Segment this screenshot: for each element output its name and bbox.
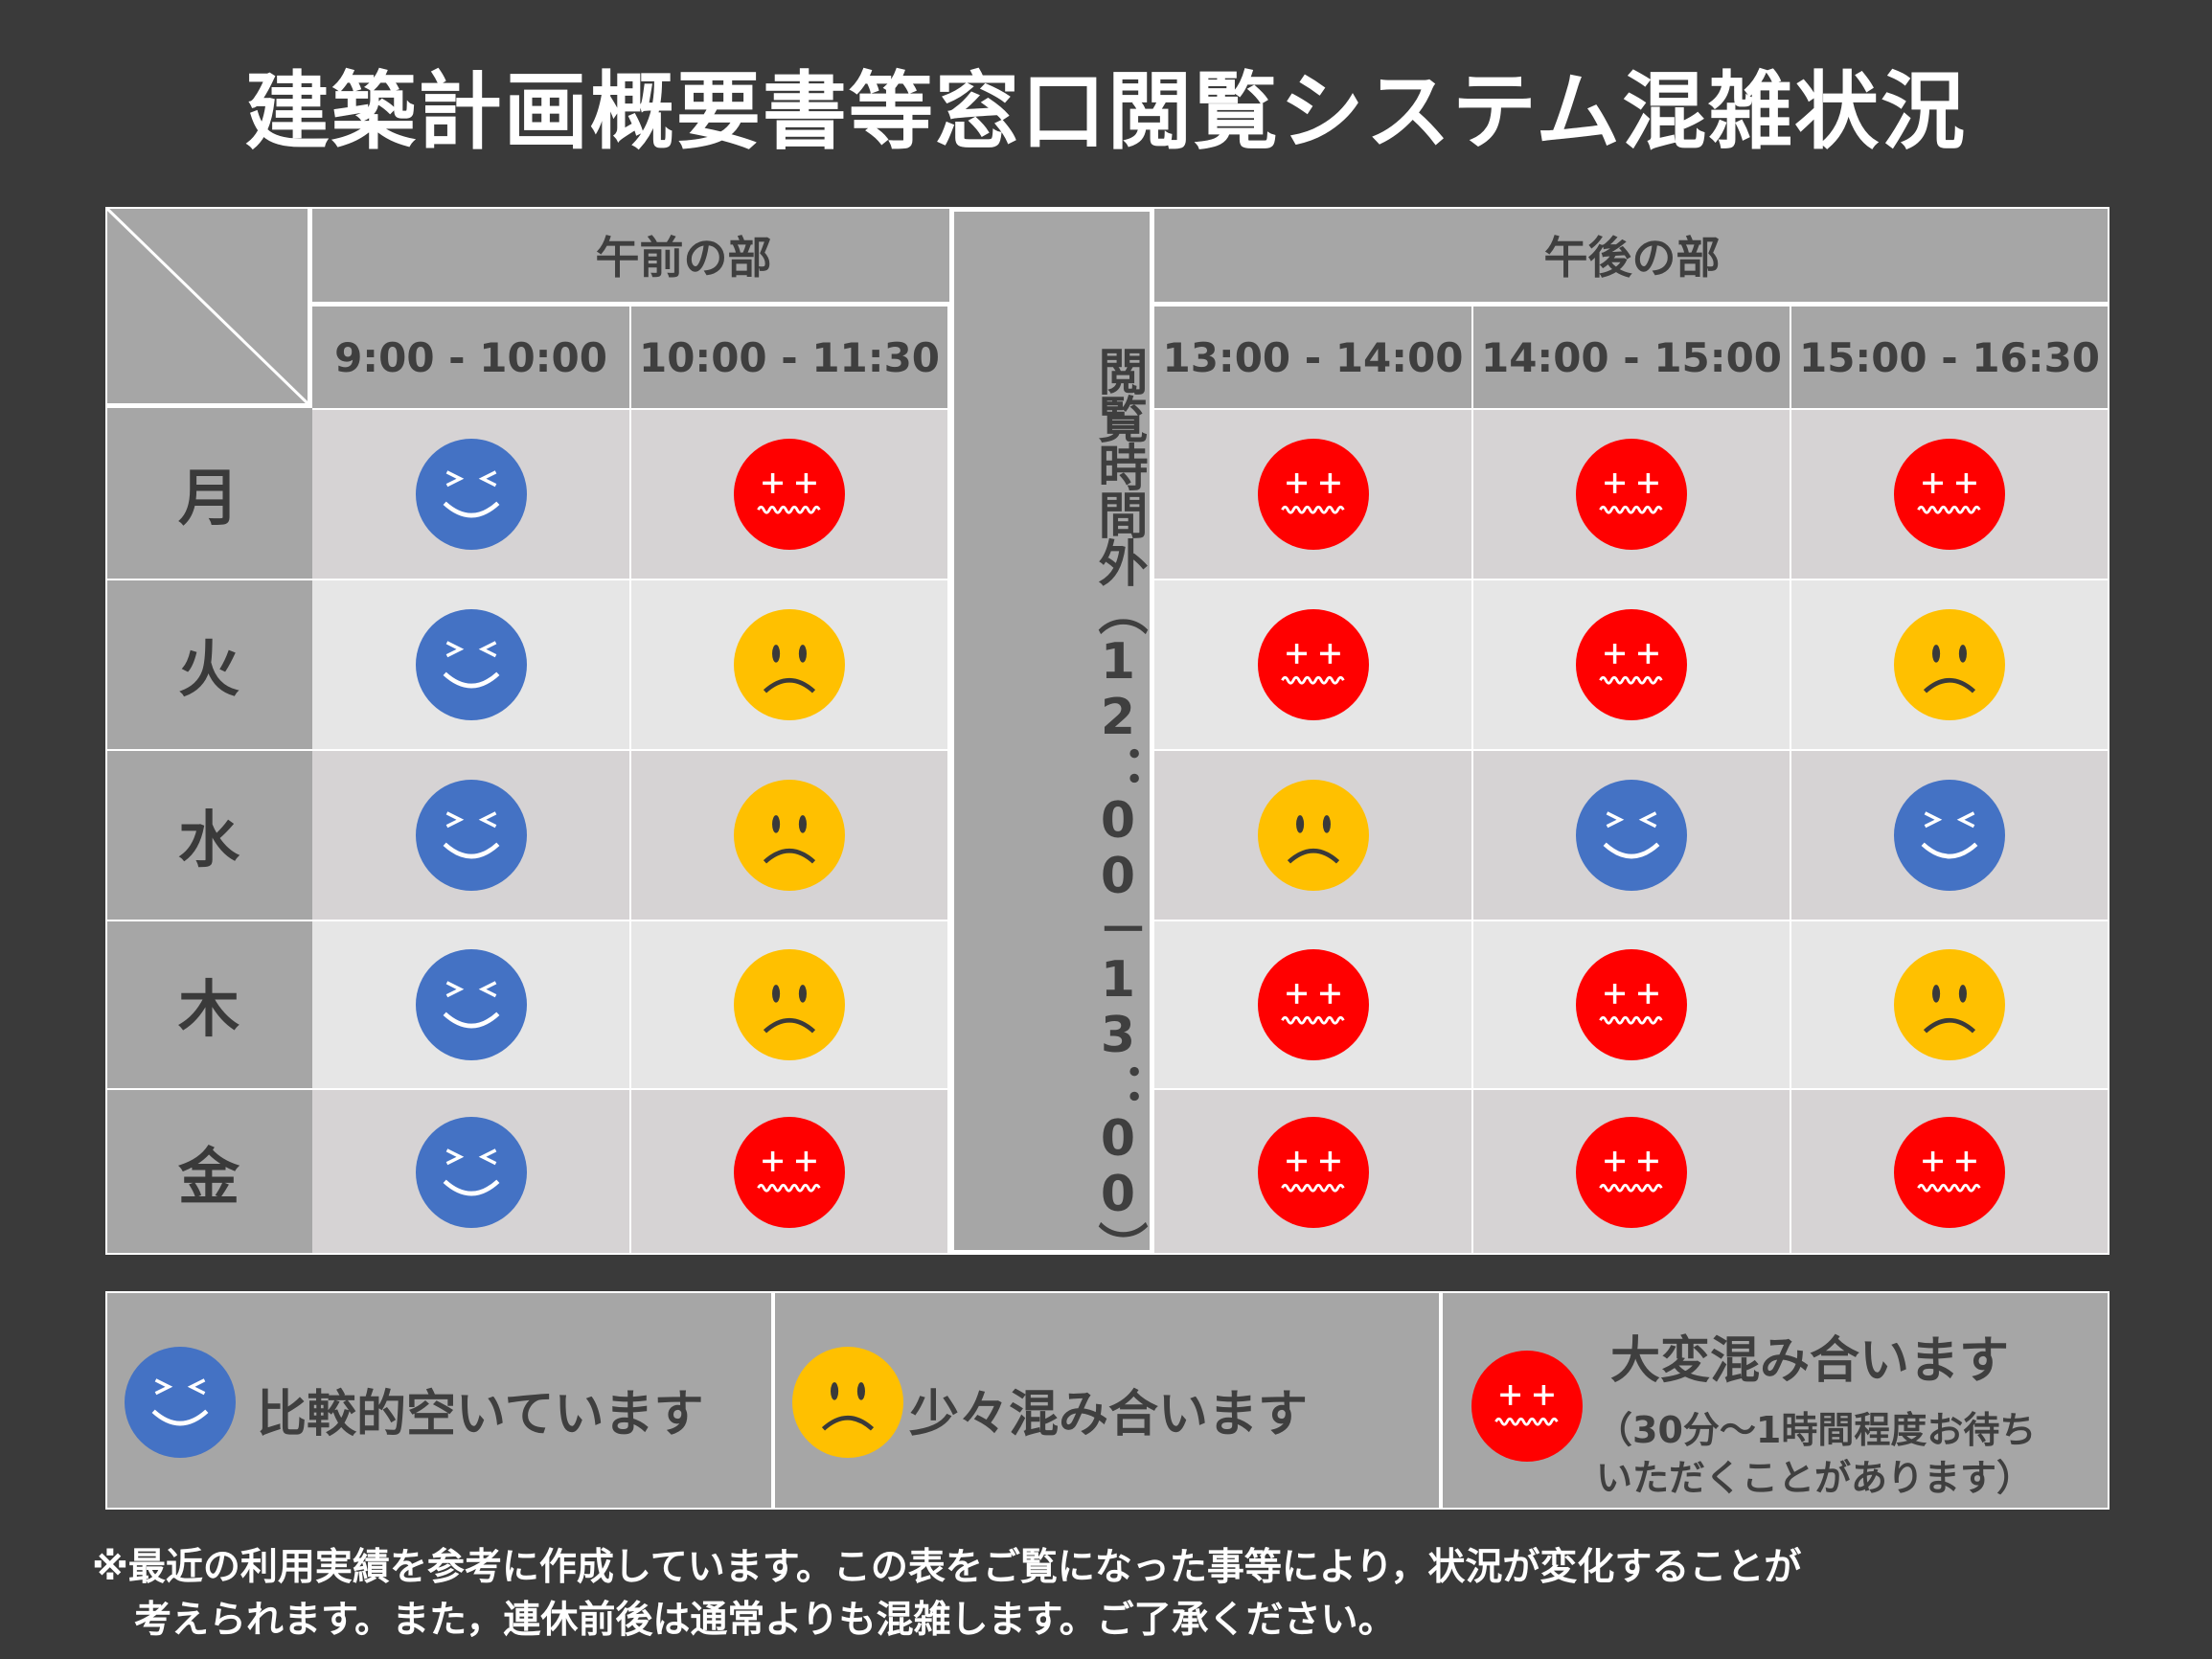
sad-face-icon — [1257, 780, 1369, 891]
angry-face-icon — [1257, 609, 1369, 720]
status-cell — [1154, 579, 1473, 749]
status-cell — [631, 1088, 949, 1255]
angry-face-icon — [1257, 439, 1369, 550]
status-cell — [1791, 1088, 2109, 1255]
sad-face-icon — [1894, 609, 2005, 720]
happy-face-icon — [415, 949, 527, 1060]
status-cell — [1473, 408, 1791, 579]
sad-face-icon — [1894, 949, 2005, 1060]
afternoon-session-label: 午後の部 — [1543, 231, 1721, 284]
happy-face-icon — [415, 439, 527, 550]
happy-face-icon — [1576, 780, 1687, 891]
legend-note-high-2: いただくことがあります） — [1596, 1457, 2034, 1499]
time-slot-header: 9:00 - 10:00 — [312, 307, 631, 408]
angry-face-icon — [1894, 1117, 2005, 1228]
angry-face-icon — [1576, 439, 1687, 550]
morning-session-header: 午前の部 — [312, 207, 1055, 307]
time-slot-header: 14:00 - 15:00 — [1473, 307, 1791, 408]
legend-label-high: 大変混み合います — [1610, 1332, 2010, 1390]
status-cell — [312, 408, 631, 579]
happy-face-icon — [125, 1347, 236, 1458]
status-cell — [1791, 749, 2109, 920]
time-slot-label: 10:00 - 11:30 — [638, 333, 941, 381]
status-cell — [312, 920, 631, 1088]
angry-face-icon — [734, 439, 845, 550]
legend-item-high: 大変混み合います （30分～1時間程度お待ち いただくことがあります） — [1441, 1291, 2109, 1510]
legend-label-medium: 少々混み合います — [909, 1386, 1309, 1443]
day-label: 木 — [178, 975, 239, 1046]
page-title: 建築計画概要書等窓口閲覧システム混雑状況 — [244, 62, 1968, 161]
day-label-cell: 火 — [105, 579, 312, 749]
lunch-break-column: 閲覧時間外（12：00－13：00） — [949, 207, 1154, 1269]
sad-face-icon — [734, 780, 845, 891]
legend-item-low: 比較的空いています — [105, 1291, 773, 1510]
congestion-table: 午前の部 午後の部 9:00 - 10:00 10:00 - 11:30 13:00 -… — [105, 207, 2109, 1269]
day-label: 月 — [178, 464, 239, 534]
status-cell — [312, 579, 631, 749]
angry-face-icon — [1576, 609, 1687, 720]
happy-face-icon — [1894, 780, 2005, 891]
sad-face-icon — [734, 609, 845, 720]
footnote-line-2: 考えられます。また，連休前後は通常よりも混雑します。ご了承ください。 — [134, 1599, 1396, 1642]
afternoon-session-header: 午後の部 — [1154, 207, 2109, 307]
status-cell — [1791, 408, 2109, 579]
corner-diagonal — [105, 207, 308, 403]
legend: 比較的空いています 少々混み合います 大変混み合います （30分～1時間程度お待ち いた… — [105, 1291, 2109, 1510]
status-cell — [1154, 749, 1473, 920]
status-cell — [1473, 1088, 1791, 1255]
day-label-cell: 月 — [105, 408, 312, 579]
day-label-cell: 木 — [105, 920, 312, 1088]
footnote-line-1: ※最近の利用実績を参考に作成しています。この表をご覧になった事等により，状況が変… — [92, 1546, 1802, 1589]
angry-face-icon — [1894, 439, 2005, 550]
angry-face-icon — [1471, 1351, 1583, 1462]
time-slot-label: 14:00 - 15:00 — [1480, 333, 1783, 381]
time-slot-label: 15:00 - 16:30 — [1798, 333, 2101, 381]
status-cell — [1154, 408, 1473, 579]
time-slot-header: 10:00 - 11:30 — [631, 307, 949, 408]
status-cell — [1473, 920, 1791, 1088]
lunch-break-label: 閲覧時間外（12：00－13：00） — [1089, 346, 1147, 1269]
angry-face-icon — [1257, 949, 1369, 1060]
legend-item-medium: 少々混み合います — [773, 1291, 1441, 1510]
day-label-cell: 水 — [105, 749, 312, 920]
status-cell — [631, 749, 949, 920]
status-cell — [631, 920, 949, 1088]
status-cell — [1154, 1088, 1473, 1255]
day-label: 水 — [178, 806, 239, 876]
status-cell — [312, 1088, 631, 1255]
status-cell — [631, 408, 949, 579]
time-slot-header: 15:00 - 16:30 — [1791, 307, 2109, 408]
morning-session-label: 午前の部 — [595, 231, 772, 284]
day-label: 火 — [178, 635, 239, 706]
angry-face-icon — [1257, 1117, 1369, 1228]
time-slot-label: 13:00 - 14:00 — [1162, 333, 1464, 381]
status-cell — [312, 749, 631, 920]
legend-note-high-1: （30分～1時間程度お待ち — [1596, 1409, 2037, 1451]
happy-face-icon — [415, 780, 527, 891]
table-corner — [105, 207, 312, 408]
status-cell — [1791, 920, 2109, 1088]
happy-face-icon — [415, 1117, 527, 1228]
time-slot-label: 9:00 - 10:00 — [334, 333, 607, 381]
time-slot-header: 13:00 - 14:00 — [1154, 307, 1473, 408]
happy-face-icon — [415, 609, 527, 720]
status-cell — [1791, 579, 2109, 749]
angry-face-icon — [1576, 949, 1687, 1060]
sad-face-icon — [734, 949, 845, 1060]
angry-face-icon — [1576, 1117, 1687, 1228]
day-label: 金 — [178, 1143, 239, 1214]
angry-face-icon — [734, 1117, 845, 1228]
status-cell — [1473, 579, 1791, 749]
sad-face-icon — [792, 1347, 903, 1458]
status-cell — [1473, 749, 1791, 920]
legend-label-low: 比較的空いています — [257, 1386, 704, 1443]
status-cell — [631, 579, 949, 749]
day-label-cell: 金 — [105, 1088, 312, 1255]
status-cell — [1154, 920, 1473, 1088]
